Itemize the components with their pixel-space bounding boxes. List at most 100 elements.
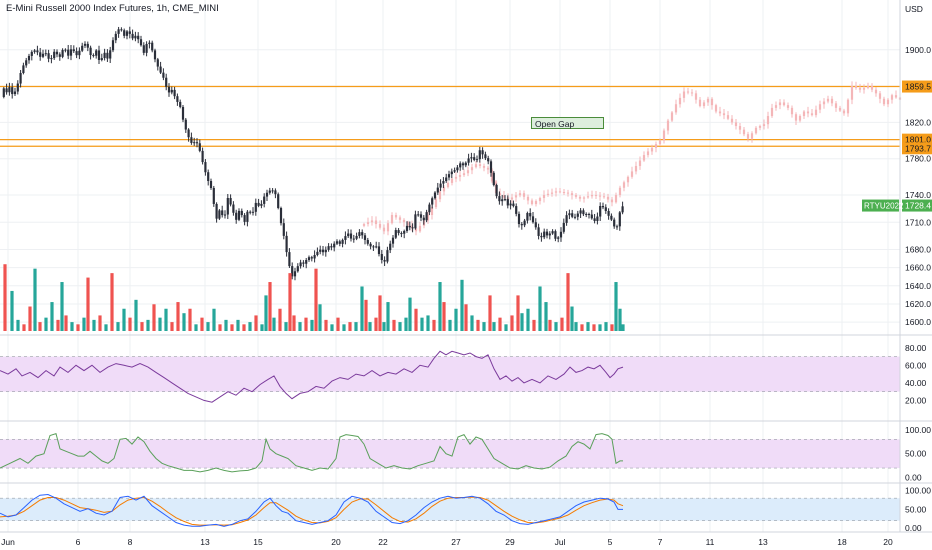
price-label: 1801.0 xyxy=(905,135,931,145)
price-candle xyxy=(159,66,162,73)
volume-bar xyxy=(212,308,216,331)
projected-candle xyxy=(390,214,394,224)
projected-candle xyxy=(378,224,382,228)
projected-candle xyxy=(614,195,618,203)
time-tick: 8 xyxy=(128,537,133,547)
stochastic-k-line xyxy=(0,493,623,527)
projected-candle xyxy=(750,133,754,139)
price-candle xyxy=(436,187,439,193)
projected-candle xyxy=(466,170,470,174)
projected-candle xyxy=(650,147,654,152)
volume-bar xyxy=(140,322,144,331)
volume-bar xyxy=(3,264,7,331)
price-candle xyxy=(151,42,154,51)
price-candle xyxy=(391,237,395,244)
projected-candle xyxy=(702,102,706,107)
volume-bar xyxy=(98,315,102,331)
price-candle xyxy=(610,215,613,220)
price-candle xyxy=(288,252,291,267)
projected-candle xyxy=(554,191,558,193)
volume-bar xyxy=(566,273,570,331)
projected-candle xyxy=(726,115,730,119)
volume-bar xyxy=(33,268,37,331)
price-candle xyxy=(467,158,470,163)
volume-bar xyxy=(420,317,424,331)
price-candle xyxy=(176,96,179,102)
currency-label: USD xyxy=(905,4,923,14)
projected-candle xyxy=(814,109,818,116)
projected-candle xyxy=(890,95,894,100)
time-tick: 13 xyxy=(200,537,210,547)
price-candle xyxy=(506,199,509,206)
volume-bar xyxy=(92,319,96,331)
projected-candle xyxy=(578,196,582,199)
price-candle xyxy=(327,246,330,250)
projected-candle xyxy=(874,89,878,94)
volume-bar xyxy=(86,277,90,331)
volume-bar xyxy=(614,282,618,331)
price-candle xyxy=(193,142,196,144)
price-candle xyxy=(305,260,308,264)
price-tick: 1780.0 xyxy=(905,154,931,164)
price-candle xyxy=(229,198,232,205)
projected-candle xyxy=(398,217,402,220)
price-candle xyxy=(209,180,213,188)
price-candle xyxy=(179,101,182,107)
projected-candle xyxy=(414,228,418,232)
price-candle xyxy=(456,167,459,171)
volume-bar xyxy=(510,315,514,331)
price-candle xyxy=(310,257,313,259)
projected-candle xyxy=(822,101,826,105)
price-candle xyxy=(537,227,540,236)
projected-candle xyxy=(758,126,762,128)
price-candle xyxy=(557,237,560,239)
volume-bar xyxy=(218,324,222,331)
price-candle xyxy=(165,77,168,87)
price-candle xyxy=(389,243,392,251)
indicator-bands xyxy=(0,356,900,521)
price-candle xyxy=(475,159,479,161)
volume-bar xyxy=(236,319,240,331)
price-candle xyxy=(349,233,353,239)
projected-candle xyxy=(526,196,530,201)
volume-bar xyxy=(526,308,530,331)
price-candle xyxy=(251,211,255,213)
price-candle xyxy=(428,204,431,213)
time-tick: 5 xyxy=(608,537,613,547)
level-price-tag xyxy=(902,142,932,155)
price-candle xyxy=(50,58,53,60)
projected-candle xyxy=(846,99,850,114)
volume-bar xyxy=(248,322,252,331)
volume-bar xyxy=(330,324,334,331)
price-candle xyxy=(268,190,271,193)
volume-bar xyxy=(604,322,608,331)
price-candle xyxy=(554,231,557,239)
volume-bar xyxy=(408,297,412,331)
price-candle xyxy=(173,89,176,97)
price-candle xyxy=(235,212,238,220)
projected-candle xyxy=(618,187,622,196)
price-candle xyxy=(33,50,36,52)
price-candle xyxy=(187,129,190,138)
price-candle xyxy=(330,246,333,248)
price-candle xyxy=(601,206,605,208)
projected-candle xyxy=(394,214,398,218)
volume-bar xyxy=(414,308,418,331)
price-candle xyxy=(450,171,453,175)
projected-candle xyxy=(474,164,478,168)
volume-bar xyxy=(464,304,468,331)
price-candle xyxy=(302,262,305,264)
price-candle xyxy=(333,243,336,248)
volume-bar xyxy=(470,315,474,331)
volume-bar xyxy=(348,322,352,331)
projected-candle xyxy=(778,102,782,106)
projected-candle xyxy=(662,130,666,141)
projected-candle xyxy=(610,199,614,203)
volume-bar xyxy=(194,324,198,331)
projected-candle xyxy=(370,220,374,223)
projected-candle xyxy=(834,103,838,108)
projected-candle xyxy=(870,86,874,90)
price-candle xyxy=(361,232,364,236)
volume-bar xyxy=(610,324,614,331)
